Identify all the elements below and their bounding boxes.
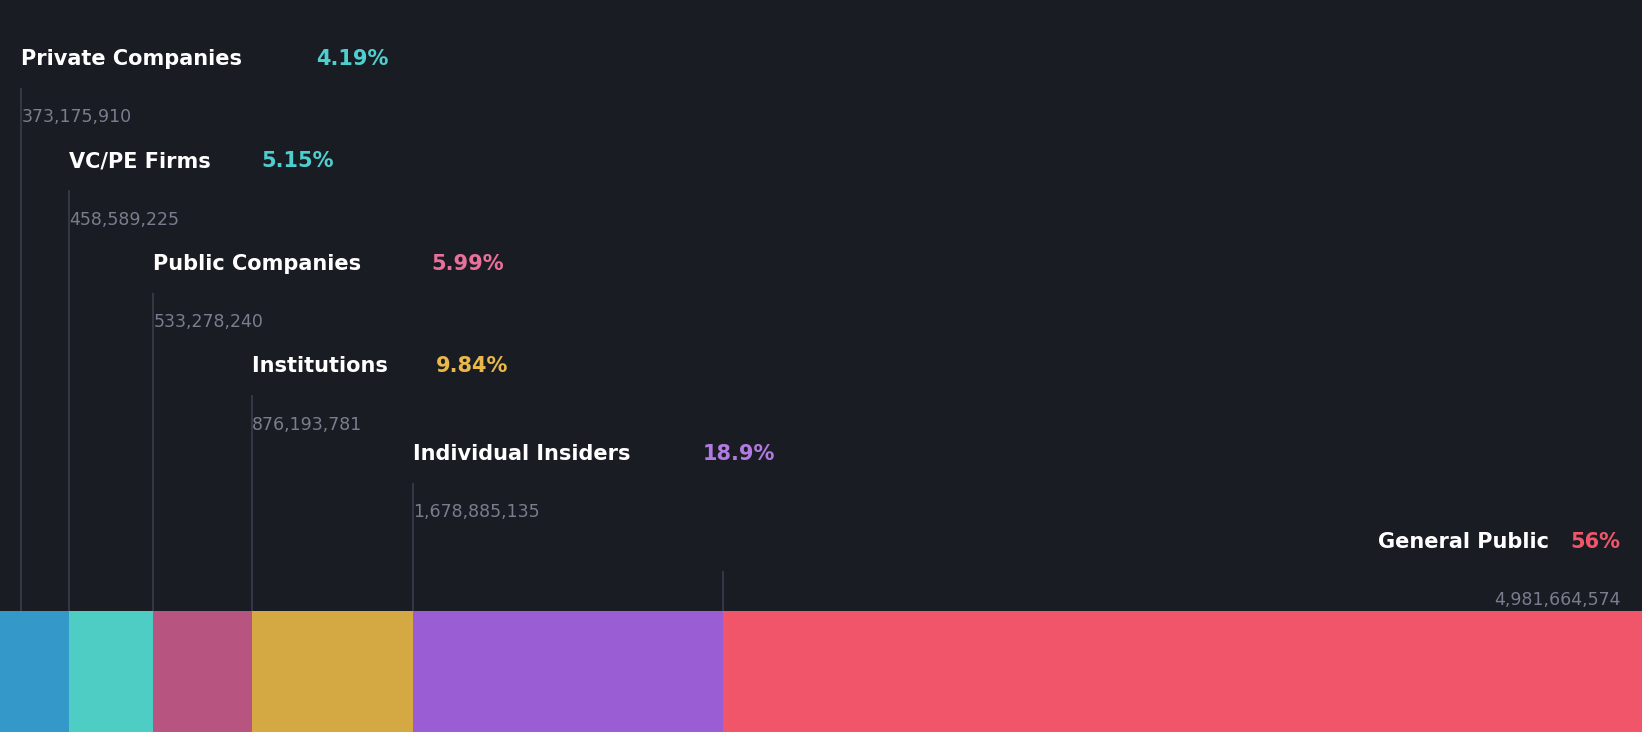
Text: 5.99%: 5.99%: [432, 253, 504, 274]
Text: 9.84%: 9.84%: [437, 356, 509, 376]
Text: 4.19%: 4.19%: [315, 48, 388, 69]
Bar: [69, 611, 153, 732]
Text: Institutions: Institutions: [251, 356, 394, 376]
Text: 18.9%: 18.9%: [703, 444, 775, 464]
Text: 373,175,910: 373,175,910: [21, 108, 131, 126]
Text: 5.15%: 5.15%: [261, 151, 333, 171]
Text: 533,278,240: 533,278,240: [153, 313, 263, 331]
Text: 1,678,885,135: 1,678,885,135: [414, 504, 540, 521]
Text: 4,981,664,574: 4,981,664,574: [1494, 591, 1621, 609]
Bar: [153, 611, 251, 732]
Text: Public Companies: Public Companies: [153, 253, 369, 274]
Bar: [251, 611, 414, 732]
Text: Individual Insiders: Individual Insiders: [414, 444, 637, 464]
Text: VC/PE Firms: VC/PE Firms: [69, 151, 218, 171]
Text: 876,193,781: 876,193,781: [251, 416, 361, 433]
Bar: [722, 611, 1642, 732]
Bar: [0, 611, 69, 732]
Bar: [414, 611, 722, 732]
Text: Private Companies: Private Companies: [21, 48, 250, 69]
Text: 56%: 56%: [1571, 531, 1621, 552]
Text: General Public: General Public: [1378, 531, 1557, 552]
Text: 458,589,225: 458,589,225: [69, 211, 179, 228]
